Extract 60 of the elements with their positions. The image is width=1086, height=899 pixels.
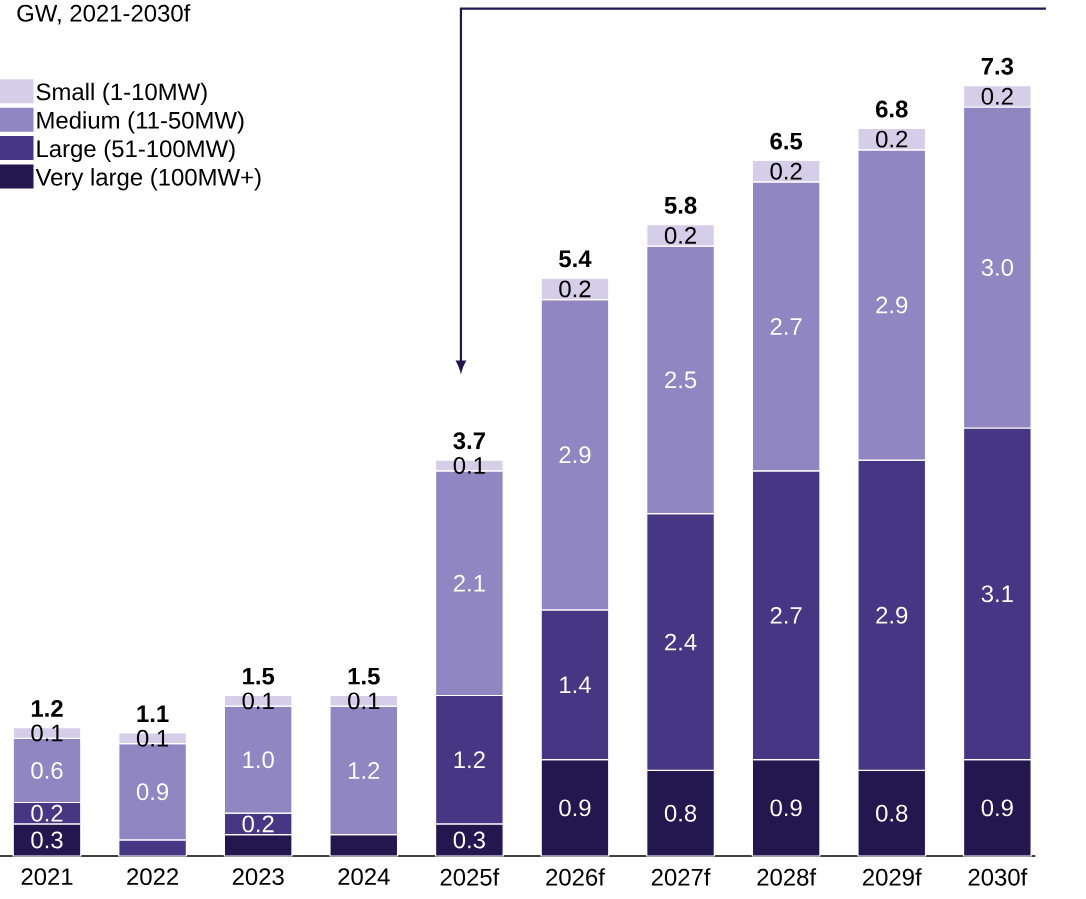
data-label: 0.9 xyxy=(559,799,591,817)
total-label: 6.8 xyxy=(876,100,908,118)
data-label: 0.1 xyxy=(453,456,485,474)
data-label: 0.3 xyxy=(31,831,63,849)
legend-label: Medium (11-50MW) xyxy=(37,111,244,134)
total-label: 3.7 xyxy=(453,432,485,450)
data-label: 3.0 xyxy=(981,259,1014,276)
data-label: 0.3 xyxy=(453,831,485,849)
x-tick-label: 2025f xyxy=(440,868,500,886)
data-label: 0.1 xyxy=(136,729,169,747)
data-label: 0.1 xyxy=(242,692,274,710)
total-label: 5.8 xyxy=(664,196,697,214)
total-label: 1.1 xyxy=(137,705,169,723)
x-tick-label: 2027f xyxy=(651,868,711,886)
x-tick-label: 2026f xyxy=(546,868,605,886)
chart-title: GW, 2021-2030f xyxy=(17,4,191,25)
x-tick-label: 2024 xyxy=(338,868,390,886)
total-label: 6.5 xyxy=(770,132,803,150)
data-label: 2.5 xyxy=(665,371,697,389)
data-label: 0.8 xyxy=(876,804,908,822)
x-tick-label: 2023 xyxy=(232,868,284,886)
data-label: 2.7 xyxy=(770,606,802,624)
x-tick-label: 2028f xyxy=(757,868,817,886)
data-label: 2.9 xyxy=(876,296,908,314)
total-label: 1.5 xyxy=(243,667,275,685)
data-label: 1.2 xyxy=(454,751,485,769)
data-label: 2.1 xyxy=(453,574,485,592)
data-label: 0.8 xyxy=(664,804,697,822)
x-tick-label: 2022 xyxy=(127,868,178,886)
data-label: 0.1 xyxy=(348,692,380,710)
x-tick-label: 2030f xyxy=(968,868,1028,886)
data-label: 2.9 xyxy=(876,606,908,624)
total-label: 1.5 xyxy=(348,667,380,685)
data-label: 2.4 xyxy=(665,633,697,651)
legend-label: Very large (100MW+) xyxy=(35,168,261,191)
data-label: 0.6 xyxy=(31,761,63,779)
legend-label: Large (51-100MW) xyxy=(37,139,235,162)
data-label: 0.1 xyxy=(31,724,63,742)
data-label: 1.0 xyxy=(243,751,274,769)
total-label: 7.3 xyxy=(981,57,1014,75)
data-label: 0.2 xyxy=(559,280,591,298)
data-label: 0.9 xyxy=(770,799,802,817)
data-label: 0.9 xyxy=(981,799,1013,817)
data-label: 0.9 xyxy=(136,783,169,801)
data-label: 0.2 xyxy=(31,804,63,822)
data-label: 0.2 xyxy=(876,130,908,148)
x-tick-label: 2029f xyxy=(863,868,922,886)
data-label: 1.2 xyxy=(348,762,380,779)
legend-label: Small (1-10MW) xyxy=(36,82,207,106)
data-label: 1.4 xyxy=(560,676,591,694)
data-label: 2.9 xyxy=(559,446,591,464)
total-label: 1.2 xyxy=(31,700,63,717)
data-label: 0.2 xyxy=(242,815,274,833)
data-label: 0.2 xyxy=(770,162,802,180)
data-label: 2.7 xyxy=(770,318,802,335)
data-label: 3.1 xyxy=(981,585,1013,603)
total-label: 5.4 xyxy=(559,250,592,268)
data-label: 0.2 xyxy=(664,226,696,244)
data-label: 0.2 xyxy=(981,87,1013,105)
x-tick-label: 2021 xyxy=(21,868,73,886)
